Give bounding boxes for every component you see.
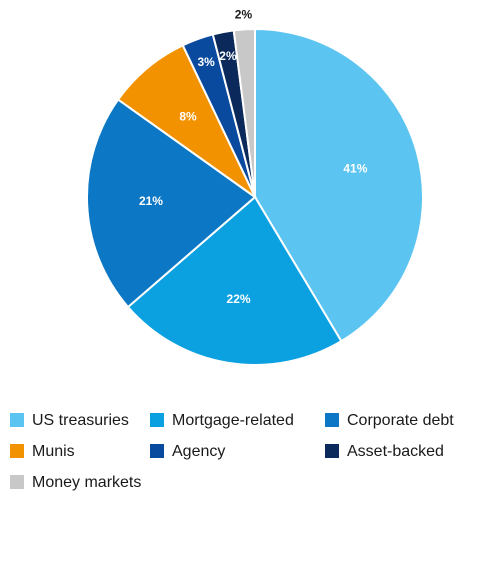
legend-label: Asset-backed <box>347 443 444 460</box>
legend-swatch <box>150 413 164 427</box>
legend-swatch <box>325 413 339 427</box>
slice-label: 22% <box>227 292 251 306</box>
slice-label: 2% <box>235 8 253 22</box>
slice-label: 21% <box>139 194 163 208</box>
legend-label: Mortgage-related <box>172 412 294 429</box>
legend-label: Money markets <box>32 474 141 491</box>
pie-slice <box>232 27 256 198</box>
legend-swatch <box>325 444 339 458</box>
slice-label: 8% <box>179 109 197 123</box>
slice-label: 41% <box>343 161 367 175</box>
slice-label: 2% <box>219 49 237 63</box>
legend-label: Corporate debt <box>347 412 454 429</box>
legend-label: Agency <box>172 443 225 460</box>
pie-slice <box>126 195 343 366</box>
legend-swatch <box>10 444 24 458</box>
legend-swatch <box>10 413 24 427</box>
slice-label: 3% <box>197 55 215 69</box>
legend-swatch <box>150 444 164 458</box>
legend-swatch <box>10 475 24 489</box>
legend-label: Munis <box>32 443 75 460</box>
pie-slice <box>86 98 257 309</box>
legend-label: US treasuries <box>32 412 129 429</box>
pie-slice <box>254 27 424 343</box>
